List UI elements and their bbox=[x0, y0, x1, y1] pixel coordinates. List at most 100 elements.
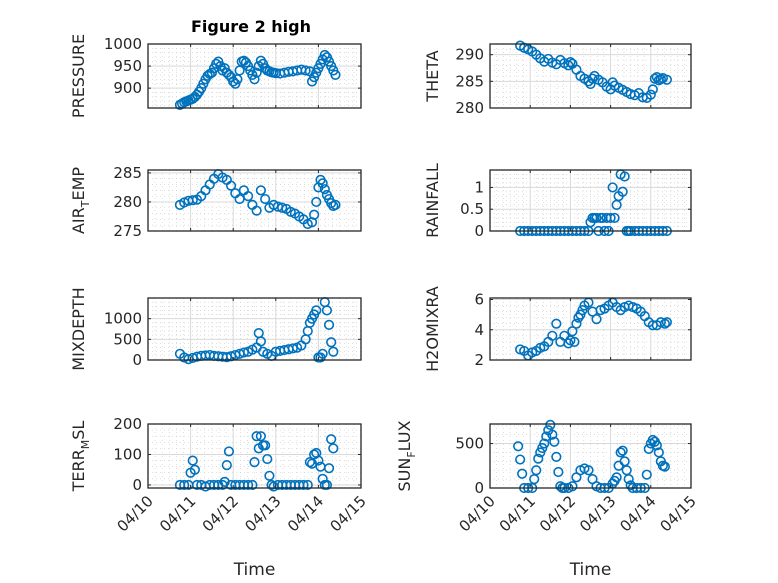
data-point bbox=[321, 479, 333, 491]
data-point bbox=[539, 438, 550, 449]
subplot-terr_msl: 0 100 200 04/10 04/11 04/12 04/13 04/14 04/15 Tim… bbox=[69, 415, 370, 580]
data-point bbox=[266, 479, 277, 491]
data-point bbox=[187, 455, 198, 466]
data-point bbox=[317, 348, 328, 359]
y-axis-label: H2OMIXRA bbox=[423, 286, 442, 372]
data-point bbox=[255, 431, 266, 442]
y-axis-label: RAINFALL bbox=[423, 163, 442, 238]
y-tick-label: 500 bbox=[113, 330, 142, 348]
x-tick-label: 04/12 bbox=[199, 492, 242, 535]
y-tick-label: 280 bbox=[113, 193, 142, 211]
data-point bbox=[623, 474, 634, 485]
y-tick-label: 900 bbox=[113, 79, 142, 97]
data-point bbox=[567, 481, 578, 492]
data-point bbox=[302, 479, 313, 491]
subplot-pressure: 900 950 1000 PRESSURE bbox=[69, 34, 362, 118]
y-tick-label: 200 bbox=[113, 415, 142, 433]
data-point bbox=[587, 73, 598, 84]
axes-box bbox=[147, 297, 362, 361]
y-tick-label: 2 bbox=[474, 351, 484, 369]
data-point bbox=[571, 318, 582, 329]
axes-box bbox=[489, 423, 692, 489]
y-axis-label-subscript: F bbox=[405, 451, 418, 457]
axes-box bbox=[147, 169, 362, 232]
axes-box bbox=[489, 169, 692, 232]
x-tick-label: 04/12 bbox=[536, 492, 579, 535]
data-point bbox=[326, 337, 337, 348]
data-point bbox=[617, 186, 628, 197]
data-point bbox=[309, 209, 320, 220]
y-axis-label-subscript: M bbox=[79, 440, 92, 450]
data-point bbox=[247, 479, 258, 491]
x-tick-label: 04/11 bbox=[156, 492, 199, 535]
data-point bbox=[311, 196, 322, 208]
y-tick-label: 4 bbox=[474, 321, 484, 339]
y-tick-label: 280 bbox=[455, 99, 484, 117]
data-point bbox=[323, 463, 335, 474]
data-point bbox=[565, 57, 576, 68]
data-point bbox=[264, 470, 275, 481]
axes-box bbox=[489, 43, 692, 109]
data-point bbox=[225, 180, 237, 191]
data-point bbox=[317, 178, 328, 189]
y-tick-label: 1 bbox=[474, 178, 484, 196]
data-point bbox=[607, 182, 618, 193]
x-tick-label: 04/11 bbox=[496, 492, 539, 535]
data-point bbox=[619, 171, 630, 182]
y-axis-label-main: SUN bbox=[395, 458, 414, 492]
data-point bbox=[617, 445, 628, 456]
data-point bbox=[651, 440, 662, 451]
data-point bbox=[615, 447, 626, 458]
data-point bbox=[625, 480, 636, 491]
figure-title: Figure 2 high bbox=[191, 17, 311, 36]
subplot-theta: 280 285 290 THETA bbox=[423, 40, 692, 117]
data-point bbox=[659, 318, 670, 329]
data-point bbox=[311, 305, 322, 316]
data-point bbox=[223, 446, 235, 457]
y-tick-label: 500 bbox=[455, 435, 484, 453]
y-axis-label: AIRTEMP bbox=[69, 167, 92, 234]
data-point bbox=[645, 89, 656, 100]
x-tick-label: 04/13 bbox=[576, 492, 619, 535]
axes-box bbox=[489, 297, 692, 361]
data-point bbox=[533, 453, 544, 464]
data-point bbox=[249, 74, 260, 85]
y-tick-label: 6 bbox=[474, 291, 484, 309]
data-point bbox=[541, 431, 552, 442]
data-point bbox=[515, 454, 526, 465]
y-axis-label-rest: EMP bbox=[69, 167, 88, 201]
data-point bbox=[517, 468, 528, 479]
y-tick-label: 290 bbox=[455, 46, 484, 64]
data-point bbox=[547, 429, 558, 440]
y-axis-label: THETA bbox=[423, 50, 442, 102]
data-point bbox=[591, 212, 602, 224]
data-point bbox=[321, 305, 333, 316]
y-axis-label-main: RAINFALL bbox=[423, 163, 442, 238]
y-tick-label: 0 bbox=[132, 351, 142, 369]
data-point bbox=[251, 67, 262, 78]
y-tick-label: 950 bbox=[113, 57, 142, 75]
y-axis-label-main: THETA bbox=[423, 50, 442, 102]
data-point bbox=[319, 184, 330, 195]
axes-box bbox=[147, 423, 362, 489]
data-point bbox=[553, 466, 564, 478]
data-point bbox=[251, 205, 262, 216]
data-point bbox=[277, 202, 288, 213]
subplot-mixdepth: 0 500 1000 MIXDEPTH bbox=[69, 287, 362, 371]
x-tick-label: 04/10 bbox=[456, 492, 499, 535]
data-point bbox=[249, 456, 260, 468]
data-point bbox=[243, 191, 254, 202]
data-point bbox=[330, 69, 341, 80]
x-tick-label: 04/14 bbox=[616, 492, 659, 535]
y-axis-label-rest: SL bbox=[69, 421, 88, 440]
data-point bbox=[328, 346, 339, 357]
data-point bbox=[298, 479, 309, 491]
data-point bbox=[300, 65, 311, 76]
y-tick-label: 1000 bbox=[104, 35, 142, 53]
y-axis-label: TERRMSL bbox=[69, 421, 92, 493]
data-point bbox=[260, 440, 271, 451]
data-point bbox=[643, 443, 654, 454]
data-point bbox=[551, 318, 562, 329]
